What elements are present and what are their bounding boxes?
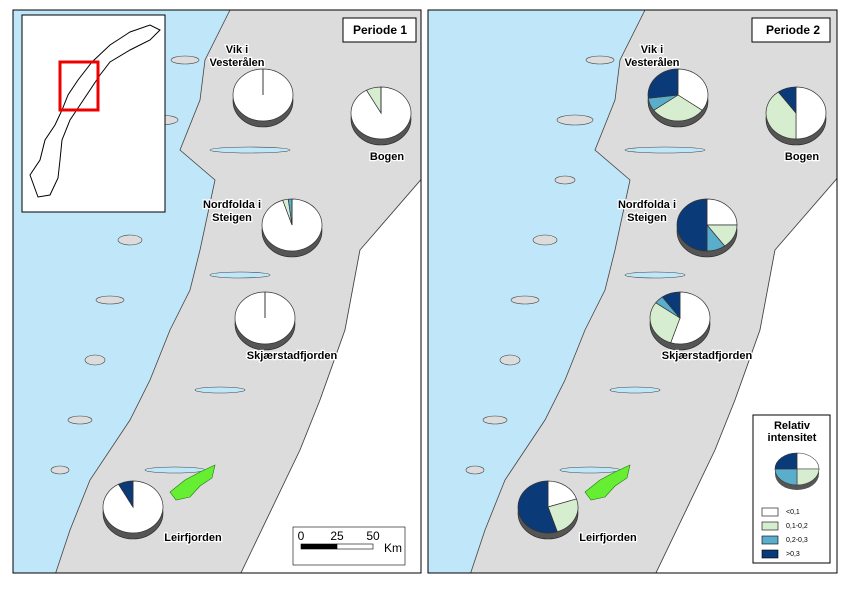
- island: [50, 465, 70, 475]
- panel-title: Periode 2: [766, 23, 820, 37]
- legend-pie-slice: [796, 468, 820, 486]
- site-label: Vesterålen: [209, 57, 264, 69]
- site-label: Skjærstadfjorden: [662, 350, 753, 362]
- site-label: Leirfjorden: [164, 532, 222, 544]
- island: [624, 271, 686, 279]
- legend-swatch: [761, 549, 779, 559]
- scale-tick-label: 25: [330, 529, 344, 543]
- pie-slice: [547, 480, 577, 508]
- site-label: Vik i: [641, 44, 663, 56]
- panel-border: [427, 9, 838, 574]
- island: [95, 295, 125, 305]
- island: [556, 114, 594, 126]
- legend-swatch: [761, 535, 779, 545]
- neighbour-country: [240, 179, 421, 573]
- legend-label: <0,1: [786, 509, 800, 516]
- site-label: Steigen: [212, 212, 252, 224]
- legend-pie-slice: [774, 452, 798, 470]
- island: [170, 55, 200, 65]
- pie-slice: [670, 291, 711, 345]
- pie-slice: [765, 91, 797, 140]
- pie-slice: [677, 68, 709, 111]
- pie-slice: [649, 302, 681, 344]
- pie-slice: [795, 86, 827, 140]
- island: [209, 146, 291, 154]
- site-label: Bogen: [785, 151, 820, 163]
- island: [67, 415, 93, 425]
- pie-slice: [647, 68, 679, 99]
- panel-title-box: [751, 17, 831, 43]
- scale-tick-label: 50: [366, 529, 380, 543]
- site-label: Skjærstadfjorden: [247, 350, 338, 362]
- pie-slice: [517, 480, 558, 534]
- site-label: Steigen: [627, 212, 667, 224]
- pie-slice: [118, 480, 134, 509]
- site-label: Nordfolda i: [203, 199, 261, 211]
- panel-title-box: [342, 17, 417, 43]
- legend-title: intensitet: [768, 432, 817, 444]
- panel-title: Periode 1: [353, 23, 407, 37]
- site-label: Vesterålen: [624, 57, 679, 69]
- island: [532, 234, 558, 246]
- island: [559, 466, 621, 474]
- scale-unit: Km: [384, 541, 402, 555]
- site-label: Leirfjorden: [579, 532, 637, 544]
- site-label: Vik i: [226, 44, 248, 56]
- island: [554, 175, 576, 185]
- pie-slice: [547, 498, 579, 533]
- legend-title: Relativ: [774, 420, 811, 432]
- island: [624, 146, 706, 154]
- scale-segment: [300, 543, 338, 550]
- legend-swatch: [761, 521, 779, 531]
- island: [609, 386, 661, 394]
- scale-segment: [336, 543, 374, 550]
- scale-bar: 0 25 50 Km: [292, 526, 406, 566]
- island: [209, 271, 271, 279]
- legend-label: 0,2-0,3: [786, 537, 808, 544]
- island: [510, 295, 540, 305]
- island: [84, 354, 106, 366]
- pie-slice: [706, 198, 738, 226]
- panel-border: [12, 9, 422, 574]
- island: [194, 386, 246, 394]
- legend-label: >0,3: [786, 551, 800, 558]
- site-label: Bogen: [370, 151, 405, 163]
- island: [144, 466, 206, 474]
- pie-slice: [653, 94, 703, 122]
- island: [482, 415, 508, 425]
- island: [499, 354, 521, 366]
- legend-swatch: [761, 507, 779, 517]
- pie-slice: [777, 86, 797, 114]
- island: [585, 55, 615, 65]
- legend-label: 0,1-0,2: [786, 523, 808, 530]
- legend-pie-slice: [796, 452, 820, 470]
- scale-tick-label: 0: [298, 529, 305, 543]
- lake: [169, 464, 216, 501]
- inset-map: [21, 14, 166, 213]
- pie-slice: [661, 291, 681, 319]
- pie-slice: [676, 198, 708, 252]
- legend-pie-slice: [774, 468, 798, 486]
- island: [465, 465, 485, 475]
- lake: [584, 464, 631, 501]
- site-label: Nordfolda i: [618, 199, 676, 211]
- island: [117, 234, 143, 246]
